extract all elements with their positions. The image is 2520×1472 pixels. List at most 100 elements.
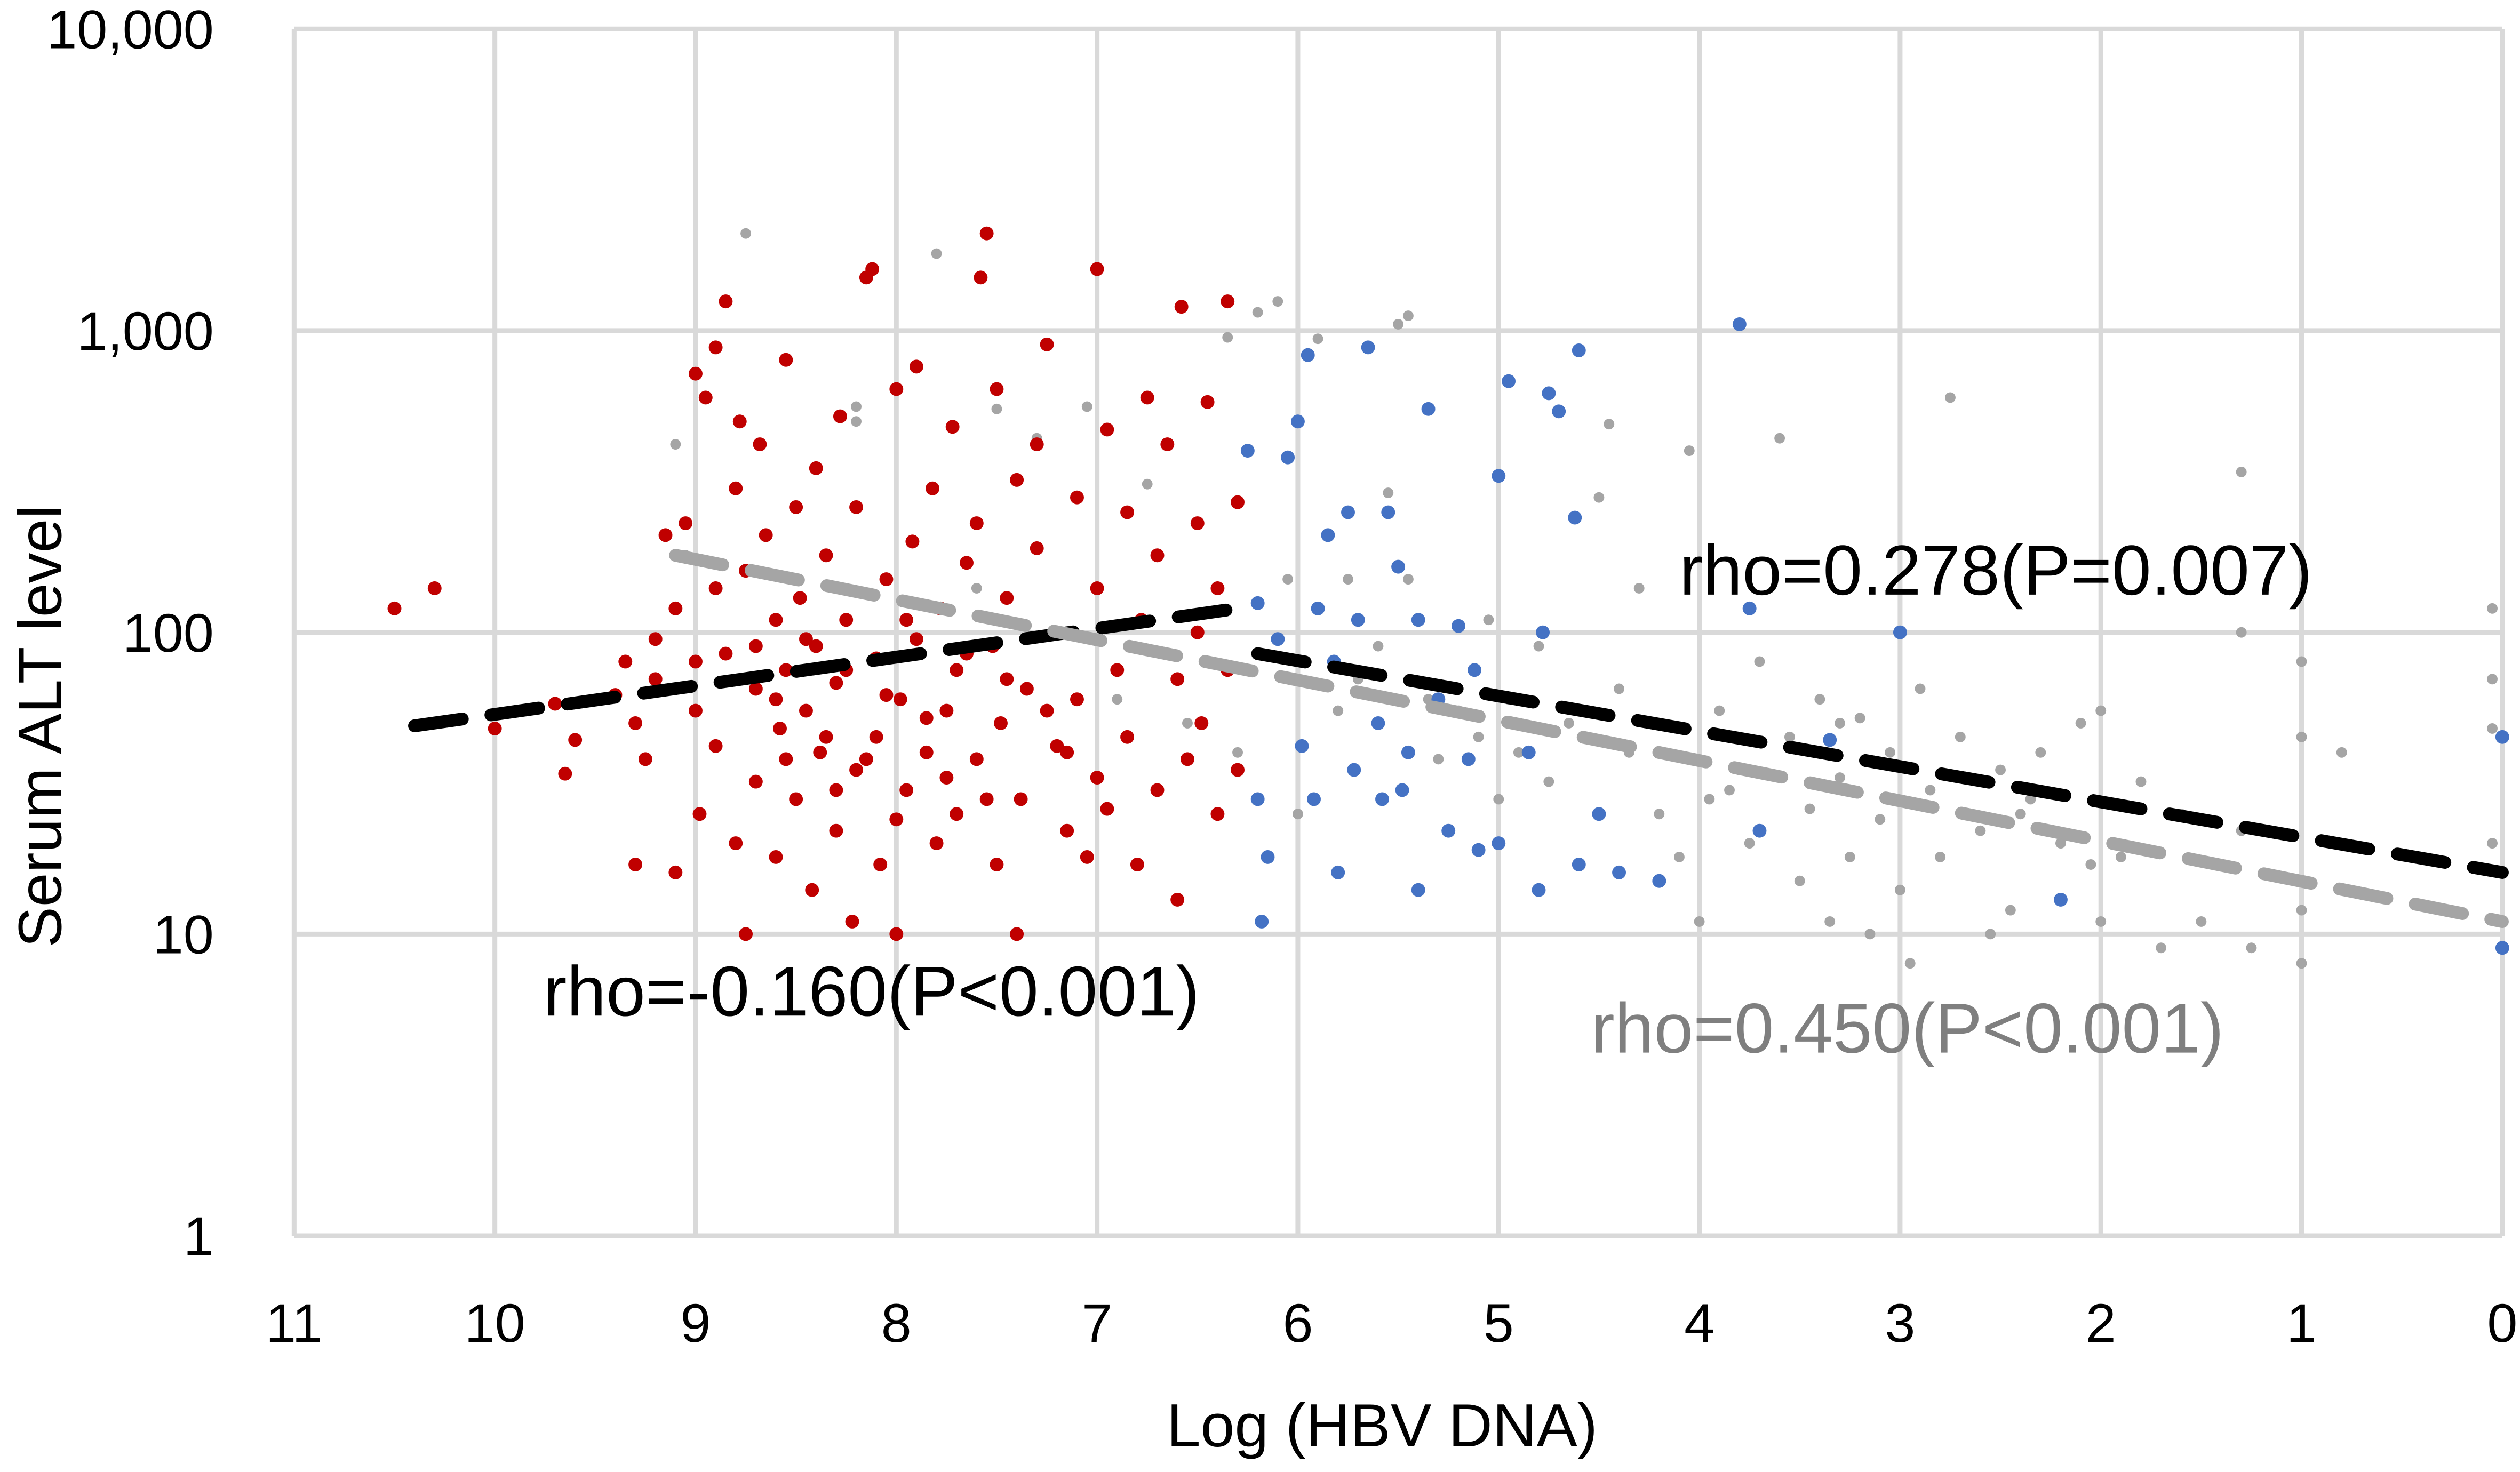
data-point xyxy=(789,792,803,806)
data-point xyxy=(1742,601,1757,615)
data-point xyxy=(689,654,703,669)
data-point xyxy=(2246,942,2257,954)
data-point xyxy=(1604,419,1615,430)
data-point xyxy=(969,516,984,530)
data-point xyxy=(1194,716,1209,730)
data-point xyxy=(2296,731,2307,742)
data-point xyxy=(1333,705,1344,716)
data-point xyxy=(1471,843,1486,857)
x-tick-label: 1 xyxy=(2286,1292,2317,1354)
data-point xyxy=(1295,739,1309,753)
data-point xyxy=(1030,437,1044,452)
data-point xyxy=(1060,823,1074,838)
data-point xyxy=(1468,663,1482,677)
data-point xyxy=(2236,627,2247,638)
data-point xyxy=(2053,892,2068,907)
data-point xyxy=(799,703,813,718)
data-point xyxy=(2085,859,2096,870)
data-point xyxy=(1593,492,1605,503)
data-point xyxy=(2495,730,2509,744)
data-point xyxy=(1301,348,1315,362)
data-point xyxy=(2487,838,2498,849)
data-point xyxy=(829,783,843,797)
data-point xyxy=(1724,785,1735,796)
data-point xyxy=(1875,814,1886,825)
data-point xyxy=(1492,836,1506,851)
data-point xyxy=(1100,422,1114,437)
trendline xyxy=(408,602,1245,732)
data-point xyxy=(931,248,942,259)
data-point xyxy=(1190,516,1205,530)
annotation-blue-rho: rho=0.278(P=0.007) xyxy=(1679,531,2312,610)
data-point xyxy=(1271,632,1285,646)
data-point xyxy=(753,437,767,452)
data-point xyxy=(1864,929,1876,940)
data-point xyxy=(698,390,713,405)
data-point xyxy=(1292,809,1303,820)
y-tick-label: 10 xyxy=(153,904,214,965)
data-point xyxy=(692,807,707,821)
data-point xyxy=(1935,852,1946,862)
data-point xyxy=(729,836,743,851)
x-tick-label: 6 xyxy=(1282,1292,1313,1354)
data-point xyxy=(1885,747,1896,758)
data-point xyxy=(708,340,723,355)
data-point xyxy=(1040,703,1054,718)
data-point xyxy=(1483,614,1494,626)
data-point xyxy=(1170,892,1185,907)
x-tick-label: 9 xyxy=(680,1292,711,1354)
data-point xyxy=(1532,883,1546,897)
data-point xyxy=(748,774,763,789)
data-point xyxy=(1975,825,1986,836)
data-point xyxy=(1210,581,1225,595)
data-point xyxy=(2296,905,2307,916)
trendlines xyxy=(408,549,2509,929)
data-point xyxy=(1311,601,1325,615)
data-point xyxy=(1752,823,1767,838)
data-point xyxy=(1252,307,1263,318)
data-point xyxy=(1654,809,1665,820)
data-point xyxy=(2115,852,2126,862)
data-point xyxy=(879,688,894,702)
data-point xyxy=(813,745,827,759)
data-point xyxy=(1536,625,1550,639)
data-point xyxy=(1019,682,1034,696)
data-point xyxy=(1844,852,1855,862)
data-point xyxy=(873,858,888,871)
data-point xyxy=(1383,487,1394,499)
data-point xyxy=(1823,733,1837,747)
data-point xyxy=(789,500,803,514)
data-point xyxy=(1381,505,1395,519)
data-point xyxy=(1955,731,1966,742)
data-point xyxy=(1347,763,1361,777)
data-point xyxy=(769,613,783,627)
annotation-red-rho: rho=-0.160(P<0.001) xyxy=(543,952,1200,1031)
data-point xyxy=(1130,858,1144,871)
data-point xyxy=(1255,914,1269,929)
data-point xyxy=(1543,776,1554,787)
data-point xyxy=(1915,683,1926,694)
data-point xyxy=(2135,776,2147,787)
y-axis-title: Serum ALT level xyxy=(6,505,74,947)
data-point xyxy=(1754,656,1765,667)
data-point xyxy=(1411,613,1425,627)
data-point xyxy=(1633,583,1645,594)
data-point xyxy=(991,403,1002,414)
data-point xyxy=(1250,792,1265,806)
data-point xyxy=(648,632,663,646)
data-point xyxy=(849,763,863,777)
data-point xyxy=(1200,395,1215,409)
data-point xyxy=(1014,792,1028,806)
data-point xyxy=(1395,783,1409,797)
data-point xyxy=(1784,731,1795,742)
y-tick-label: 1 xyxy=(184,1205,214,1267)
data-point xyxy=(1674,852,1685,862)
data-point xyxy=(558,766,572,781)
data-point xyxy=(618,654,633,669)
y-tick-label: 1,000 xyxy=(77,300,213,362)
data-point xyxy=(670,439,681,450)
data-point xyxy=(833,409,847,423)
data-point xyxy=(1614,683,1624,694)
data-point xyxy=(2495,941,2509,955)
data-point xyxy=(1814,694,1825,705)
